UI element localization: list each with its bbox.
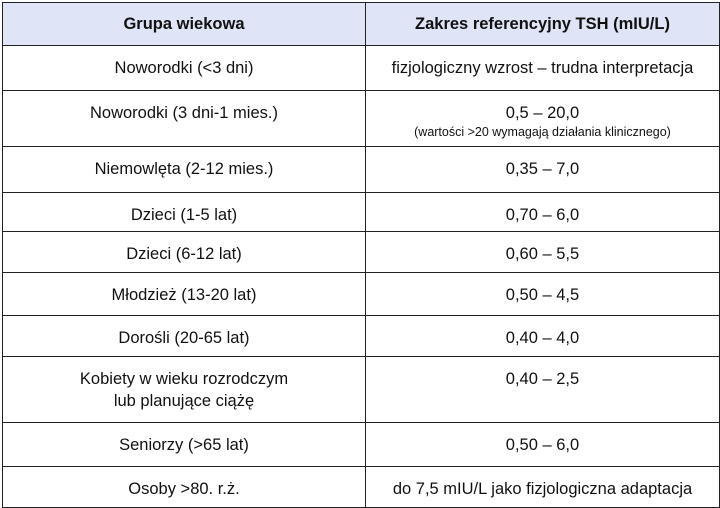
cell-text: Dzieci (6-12 lat): [126, 245, 242, 263]
table-row: Noworodki (<3 dni) fizjologiczny wzrost –…: [2, 45, 720, 91]
table-row: Dzieci (6-12 lat) 0,60 – 5,5: [2, 231, 720, 273]
cell-text: 0,40 – 2,5: [505, 370, 580, 388]
range-cell: 0,50 – 6,0: [365, 422, 720, 467]
age-group-cell: Seniorzy (>65 lat): [2, 422, 366, 467]
header-row: Grupa wiekowa Zakres referencyjny TSH (m…: [2, 2, 720, 46]
cell-text: Seniorzy (>65 lat): [119, 436, 249, 454]
cell-text: 0,40 – 4,0: [505, 329, 580, 347]
age-group-cell: Osoby >80. r.ż.: [2, 466, 366, 508]
table-row: Osoby >80. r.ż. do 7,5 mIU/L jako fizjolo…: [2, 466, 720, 508]
table-row: Seniorzy (>65 lat) 0,50 – 6,0: [2, 422, 720, 467]
age-group-cell: Niemowlęta (2-12 mies.): [2, 146, 366, 193]
table-row: Kobiety w wieku rozrodczym lub planujące …: [2, 356, 720, 423]
table-row: Młodzież (13-20 lat) 0,50 – 4,5: [2, 272, 720, 316]
range-cell: 0,40 – 2,5: [365, 356, 720, 423]
range-note: (wartości >20 wymagają działania klinicz…: [414, 125, 671, 139]
cell-text: 0,5 – 20,0: [505, 104, 580, 122]
cell-text: Noworodki (3 dni-1 mies.): [90, 104, 278, 122]
header-cell: Grupa wiekowa: [2, 2, 366, 46]
header-cell: Zakres referencyjny TSH (mIU/L): [365, 2, 720, 46]
age-group-cell: Dzieci (6-12 lat): [2, 231, 366, 273]
age-group-cell: Noworodki (3 dni-1 mies.): [2, 90, 366, 147]
cell-text: Dorośli (20-65 lat): [118, 329, 250, 347]
cell-text: Niemowlęta (2-12 mies.): [94, 160, 274, 178]
cell-text: Osoby >80. r.ż.: [128, 480, 240, 498]
table-row: Dorośli (20-65 lat) 0,40 – 4,0: [2, 315, 720, 357]
cell-text: Noworodki (<3 dni): [114, 59, 254, 77]
range-cell: 0,50 – 4,5: [365, 272, 720, 316]
range-cell: 0,35 – 7,0: [365, 146, 720, 193]
cell-text: 0,50 – 4,5: [505, 286, 580, 304]
cell-text: lub planujące ciążę: [113, 392, 255, 410]
range-cell: do 7,5 mIU/L jako fizjologiczna adaptacj…: [365, 466, 720, 508]
age-group-cell: Noworodki (<3 dni): [2, 45, 366, 91]
table-row: Dzieci (1-5 lat) 0,70 – 6,0: [2, 192, 720, 232]
cell-text: 0,60 – 5,5: [505, 245, 580, 263]
cell-text: Młodzież (13-20 lat): [111, 286, 257, 304]
cell-text: do 7,5 mIU/L jako fizjologiczna adaptacj…: [392, 480, 693, 498]
range-cell: fizjologiczny wzrost – trudna interpreta…: [365, 45, 720, 91]
age-group-cell: Dzieci (1-5 lat): [2, 192, 366, 232]
cell-text: 0,50 – 6,0: [505, 436, 580, 454]
range-cell: 0,5 – 20,0 (wartości >20 wymagają działan…: [365, 90, 720, 147]
range-cell: 0,70 – 6,0: [365, 192, 720, 232]
age-group-cell: Młodzież (13-20 lat): [2, 272, 366, 316]
table-row: Niemowlęta (2-12 mies.) 0,35 – 7,0: [2, 146, 720, 193]
cell-text: Kobiety w wieku rozrodczym: [79, 370, 289, 388]
age-group-cell: Kobiety w wieku rozrodczym lub planujące …: [2, 356, 366, 423]
age-group-cell: Dorośli (20-65 lat): [2, 315, 366, 357]
range-cell: 0,40 – 4,0: [365, 315, 720, 357]
table-row: Noworodki (3 dni-1 mies.) 0,5 – 20,0 (wart…: [2, 90, 720, 147]
cell-text: fizjologiczny wzrost – trudna interpreta…: [391, 59, 694, 77]
cell-text: Dzieci (1-5 lat): [130, 206, 238, 224]
cell-text: 0,70 – 6,0: [505, 206, 580, 224]
range-cell: 0,60 – 5,5: [365, 231, 720, 273]
cell-text: 0,35 – 7,0: [505, 160, 580, 178]
